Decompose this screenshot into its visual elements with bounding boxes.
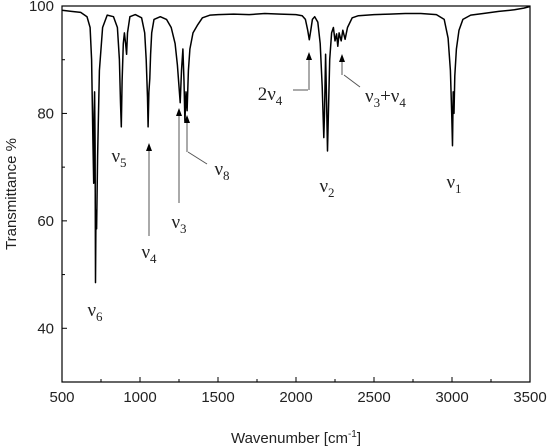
annotation-2v4: 2ν4	[258, 84, 283, 108]
annotation-subscript: 2	[328, 185, 335, 200]
y-tick-label: 40	[37, 320, 54, 337]
annotation-v8: ν8	[214, 159, 229, 183]
2v4-arrow-head	[306, 52, 312, 60]
annotation-subscript: 8	[223, 168, 230, 183]
v3-arrow-head	[176, 108, 182, 116]
annotation-subscript: 3	[374, 95, 381, 110]
v4-arrow-head	[146, 143, 152, 151]
annotation-symbol: ν	[214, 159, 223, 180]
x-tick-label: 2500	[357, 389, 390, 406]
annotation-v1: ν1	[446, 172, 461, 196]
x-axis-title: Wavenumber [cm-1]	[231, 429, 361, 447]
y-tick-label: 60	[37, 213, 54, 230]
annotation-subscript: 3	[180, 221, 187, 236]
annotation-subscript: 5	[120, 155, 127, 170]
annotation-subscript: 4	[276, 93, 283, 108]
x-tick-label: 3000	[435, 389, 468, 406]
v8-arrow-head	[184, 115, 190, 123]
annotation-subscript: 4	[150, 251, 157, 266]
annotation-subscript: 6	[96, 309, 103, 324]
x-tick-label: 2000	[279, 389, 312, 406]
annotation-symbol: 2ν	[258, 84, 277, 105]
annotation-symbol: ν	[87, 300, 96, 321]
x-tick-label: 500	[49, 389, 74, 406]
x-axis-title-main: Wavenumber [cm	[231, 430, 348, 447]
x-axis-title-sup: -1	[348, 429, 357, 440]
annotation-symbol: ν	[446, 172, 455, 193]
y-axis-ticks: 40 60 80 100	[29, 0, 67, 383]
annotation-v2: ν2	[319, 176, 334, 200]
y-tick-label: 100	[29, 0, 54, 15]
x-axis-title-end: ]	[357, 430, 361, 447]
x-tick-label: 1000	[123, 389, 156, 406]
annotation-subscript: 4	[399, 95, 406, 110]
v3v4-arrow-head	[339, 54, 345, 62]
y-tick-label: 80	[37, 105, 54, 122]
v3v4-leader	[343, 74, 361, 88]
annotation-v3v4: ν3+ν4	[365, 86, 406, 110]
series-line	[61, 5, 531, 284]
x-axis-ticks: 500 1000 1500 2000 2500 3000 3500	[49, 377, 547, 406]
annotation-v4: ν4	[141, 242, 157, 266]
v8-leader	[187, 151, 208, 165]
annotation-subscript: 1	[455, 181, 462, 196]
annotation-symbol: ν	[365, 86, 374, 107]
y-axis-title: Transmittance %	[3, 138, 20, 250]
x-tick-label: 3500	[513, 389, 546, 406]
annotation-symbol: ν	[319, 176, 328, 197]
annotation-symbol: ν	[111, 146, 120, 167]
annotation-symbol: ν	[171, 212, 180, 233]
annotation-v5: ν5	[111, 146, 126, 170]
x-tick-label: 1500	[201, 389, 234, 406]
annotation-combination: +ν	[380, 86, 400, 107]
annotation-symbol: ν	[141, 242, 150, 263]
annotation-v6: ν6	[87, 300, 103, 324]
annotation-v3: ν3	[171, 212, 186, 236]
